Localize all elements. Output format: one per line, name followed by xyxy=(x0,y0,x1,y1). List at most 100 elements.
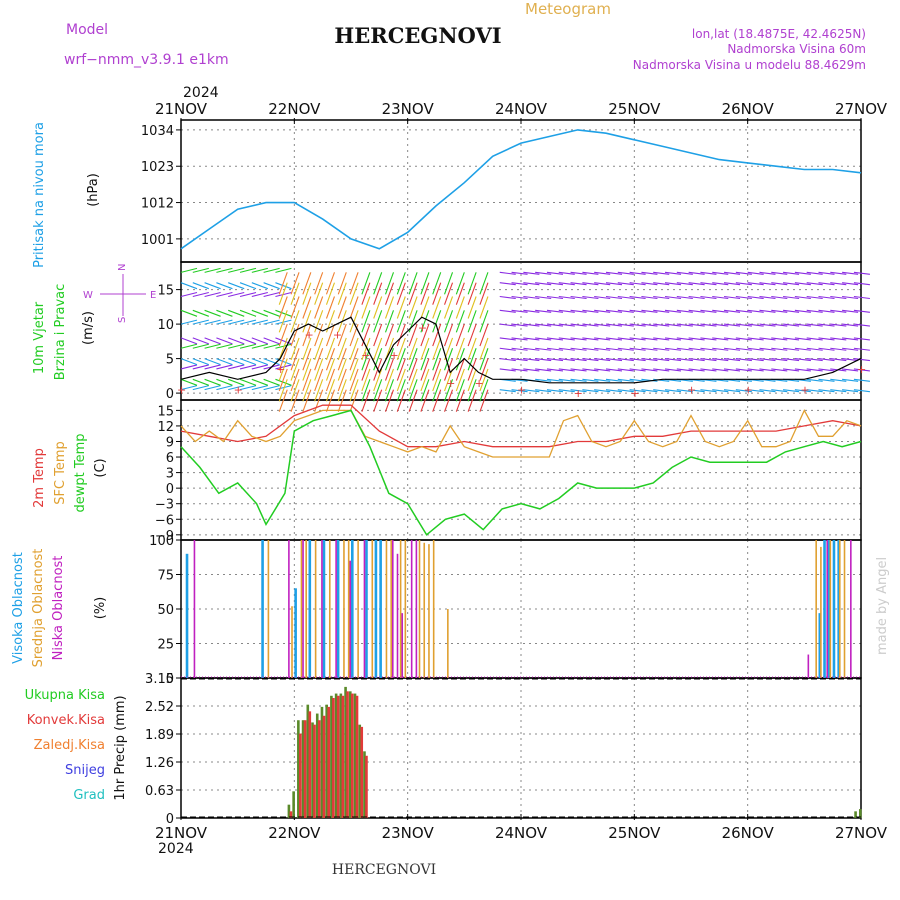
wind-barb xyxy=(228,364,245,370)
wind-barb xyxy=(570,347,587,351)
wind-barb xyxy=(396,358,406,381)
wind-barb xyxy=(278,368,288,392)
wind-barb xyxy=(830,378,847,382)
wind-barb xyxy=(263,358,280,366)
wind-barb xyxy=(712,347,729,351)
wind-barb xyxy=(794,368,811,372)
wind-barb xyxy=(228,291,245,298)
wind-barb xyxy=(535,323,552,327)
wind-barb xyxy=(853,358,870,362)
ytick-label: 6 xyxy=(166,451,174,466)
wind-barb xyxy=(314,272,324,295)
wind-barb xyxy=(373,368,383,392)
cloud-bar xyxy=(829,540,832,678)
wind-barb xyxy=(664,347,682,351)
wind-barb xyxy=(455,379,465,402)
wind-barb xyxy=(535,282,552,286)
ytick-label: 0 xyxy=(166,387,174,402)
wind-barb xyxy=(420,389,430,412)
wind-barb xyxy=(216,282,233,290)
wind-barb xyxy=(653,337,670,341)
wind-barb xyxy=(688,368,705,372)
wind-barb xyxy=(570,323,587,327)
wind-barb xyxy=(853,271,870,275)
wind-barb xyxy=(180,309,198,317)
wind-barb xyxy=(818,282,835,286)
chart-subtitle: Meteogram xyxy=(525,0,611,18)
wind-barb xyxy=(314,310,324,333)
wind-barb xyxy=(361,389,371,412)
wind-barb xyxy=(582,347,599,351)
wind-barb xyxy=(204,267,221,273)
wind-barb xyxy=(239,385,257,391)
cloud-bar xyxy=(823,540,826,678)
model-label: Model xyxy=(66,22,108,38)
wind-barb xyxy=(275,343,292,349)
wind-barb xyxy=(546,295,564,300)
wind-barb xyxy=(535,271,552,275)
wind-barb xyxy=(794,271,811,275)
cloud-bar xyxy=(815,540,817,678)
cloud-bar xyxy=(305,540,307,678)
wind-barb xyxy=(546,309,564,313)
wind-barb xyxy=(535,368,552,372)
wind-barb xyxy=(228,337,245,345)
precip-bar xyxy=(365,755,368,818)
wind-barb xyxy=(747,358,764,362)
gust-marker: + xyxy=(418,322,427,335)
wind-barb xyxy=(204,282,221,290)
gust-marker: + xyxy=(857,363,866,376)
wind-barb xyxy=(629,309,646,313)
wind-barb xyxy=(771,389,788,393)
cloud-bar xyxy=(838,540,841,678)
wind-barb xyxy=(546,282,564,286)
wind-barb xyxy=(617,271,634,275)
wind-barb xyxy=(558,295,575,300)
wind-barb xyxy=(216,337,233,345)
wind-barb xyxy=(239,319,257,325)
wind-barb xyxy=(499,347,516,351)
wind-barb xyxy=(467,272,477,295)
wind-barb xyxy=(239,282,257,290)
wind-barb xyxy=(570,337,587,341)
time-label-bottom: 23NOV xyxy=(382,824,435,842)
precip-bar xyxy=(330,695,333,818)
wind-barb xyxy=(455,310,465,333)
legend-frozen: Zaledj.Kisa xyxy=(34,738,105,753)
wind-barb xyxy=(204,385,221,391)
wind-barb xyxy=(759,295,776,300)
wind-barb xyxy=(455,323,465,347)
wind-barb xyxy=(204,309,221,317)
wind-barb xyxy=(712,337,729,341)
wind-barb xyxy=(570,358,587,362)
wind-barb xyxy=(617,378,634,382)
wind-barb xyxy=(290,389,300,412)
wind-barb xyxy=(455,296,465,319)
cloud-bar xyxy=(432,540,435,678)
wind-barb xyxy=(275,385,292,391)
wind-barb xyxy=(384,282,395,305)
wind-barb xyxy=(771,309,788,313)
wind-barb xyxy=(263,385,280,391)
wind-barb xyxy=(251,364,268,370)
cloud-bar xyxy=(294,588,297,678)
legend-snow: Snijeg xyxy=(65,763,105,778)
wind-barb xyxy=(384,358,395,381)
wind-barb xyxy=(302,296,312,319)
ytick-label: 0 xyxy=(166,672,174,687)
wind-barb xyxy=(700,271,717,275)
wind-barb xyxy=(444,282,454,305)
wind-barb xyxy=(700,347,717,351)
wind-barb xyxy=(467,358,477,381)
wind-barb xyxy=(216,291,233,298)
gust-marker: + xyxy=(800,384,809,397)
wind-barb xyxy=(629,295,646,300)
wind-barb xyxy=(325,337,335,361)
time-label-top: 25NOV xyxy=(608,100,661,118)
wind-barb xyxy=(216,267,233,273)
wind-barb xyxy=(558,368,575,372)
wind-barb xyxy=(558,271,575,275)
wind-barb xyxy=(818,271,835,275)
wind-barb xyxy=(384,368,395,392)
